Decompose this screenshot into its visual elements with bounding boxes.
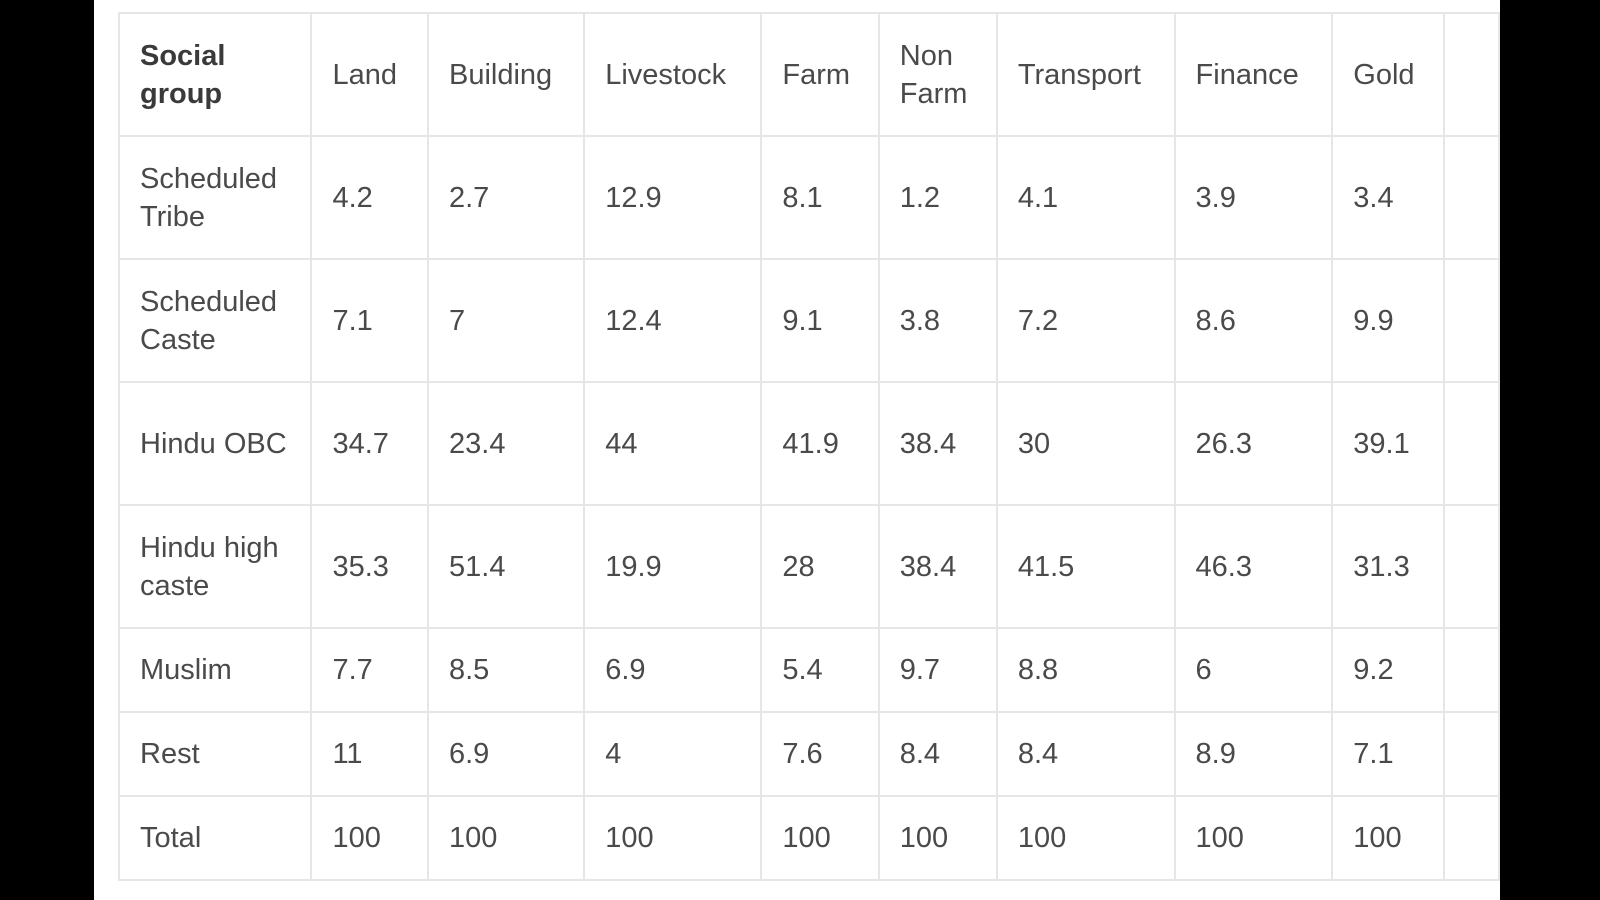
cut-off-cell — [1442, 381, 1500, 506]
value-cell: 3.8 — [877, 258, 998, 383]
value-cell: 1.2 — [877, 135, 998, 260]
social-group-cell: Rest — [117, 711, 313, 797]
value-cell: 4 — [583, 711, 763, 797]
column-header — [1442, 12, 1500, 137]
value-cell: 34.7 — [310, 381, 429, 506]
value-cell: 100 — [310, 795, 429, 881]
cut-off-cell — [1442, 135, 1500, 260]
value-cell: 9.1 — [760, 258, 880, 383]
value-cell: 100 — [1331, 795, 1445, 881]
value-cell: 51.4 — [426, 504, 586, 629]
column-header: Social group — [117, 12, 313, 137]
value-cell: 30 — [995, 381, 1176, 506]
table-row: Muslim 7.7 8.5 6.9 5.4 9.7 8.8 6 9.2 — [117, 627, 1500, 713]
value-cell: 6.9 — [426, 711, 586, 797]
value-cell: 2.7 — [426, 135, 586, 260]
value-cell: 9.7 — [877, 627, 998, 713]
value-cell: 5.4 — [760, 627, 880, 713]
value-cell: 9.9 — [1331, 258, 1445, 383]
value-cell: 9.2 — [1331, 627, 1445, 713]
value-cell: 28 — [760, 504, 880, 629]
value-cell: 23.4 — [426, 381, 586, 506]
value-cell: 7.6 — [760, 711, 880, 797]
column-header: Farm — [760, 12, 880, 137]
value-cell: 44 — [583, 381, 763, 506]
cut-off-cell — [1442, 711, 1500, 797]
value-cell: 100 — [995, 795, 1176, 881]
cut-off-cell — [1442, 504, 1500, 629]
table-row: Scheduled Caste 7.1 7 12.4 9.1 3.8 7.2 8.6 9.9 — [117, 258, 1500, 383]
value-cell: 19.9 — [583, 504, 763, 629]
value-cell: 31.3 — [1331, 504, 1445, 629]
column-header: Livestock — [583, 12, 763, 137]
table-row: Rest 11 6.9 4 7.6 8.4 8.4 8.9 7.1 — [117, 711, 1500, 797]
table-row: Hindu high caste 35.3 51.4 19.9 28 38.4 41.5 46… — [117, 504, 1500, 629]
value-cell: 12.4 — [583, 258, 763, 383]
value-cell: 41.9 — [760, 381, 880, 506]
social-group-cell: Hindu high caste — [117, 504, 313, 629]
table-row: Total 100 100 100 100 100 100 100 100 — [117, 795, 1500, 881]
value-cell: 11 — [310, 711, 429, 797]
value-cell: 8.9 — [1173, 711, 1334, 797]
cut-off-cell — [1442, 795, 1500, 881]
column-header: Transport — [995, 12, 1176, 137]
column-header: Non Farm — [877, 12, 998, 137]
column-header: Land — [310, 12, 429, 137]
value-cell: 100 — [583, 795, 763, 881]
value-cell: 100 — [1173, 795, 1334, 881]
value-cell: 38.4 — [877, 504, 998, 629]
value-cell: 100 — [426, 795, 586, 881]
value-cell: 100 — [760, 795, 880, 881]
social-group-cell: Muslim — [117, 627, 313, 713]
social-group-cell: Hindu OBC — [117, 381, 313, 506]
value-cell: 4.1 — [995, 135, 1176, 260]
value-cell: 8.1 — [760, 135, 880, 260]
value-cell: 3.4 — [1331, 135, 1445, 260]
value-cell: 8.8 — [995, 627, 1176, 713]
value-cell: 100 — [877, 795, 998, 881]
value-cell: 4.2 — [310, 135, 429, 260]
value-cell: 35.3 — [310, 504, 429, 629]
social-group-asset-table: Social group Land Building Livestock Farm Non… — [117, 12, 1500, 881]
value-cell: 8.4 — [877, 711, 998, 797]
value-cell: 7.2 — [995, 258, 1176, 383]
value-cell: 12.9 — [583, 135, 763, 260]
value-cell: 26.3 — [1173, 381, 1334, 506]
value-cell: 3.9 — [1173, 135, 1334, 260]
value-cell: 38.4 — [877, 381, 998, 506]
value-cell: 7.7 — [310, 627, 429, 713]
column-header: Building — [426, 12, 586, 137]
social-group-cell: Total — [117, 795, 313, 881]
column-header: Finance — [1173, 12, 1334, 137]
column-header: Gold — [1331, 12, 1445, 137]
cut-off-cell — [1442, 627, 1500, 713]
value-cell: 39.1 — [1331, 381, 1445, 506]
social-group-cell: Scheduled Caste — [117, 258, 313, 383]
value-cell: 41.5 — [995, 504, 1176, 629]
page: Social group Land Building Livestock Farm Non… — [94, 0, 1500, 900]
value-cell: 8.4 — [995, 711, 1176, 797]
header-row: Social group Land Building Livestock Farm Non… — [117, 12, 1500, 137]
value-cell: 7 — [426, 258, 586, 383]
table-row: Hindu OBC 34.7 23.4 44 41.9 38.4 30 26.3 39.1 — [117, 381, 1500, 506]
social-group-cell: Scheduled Tribe — [117, 135, 313, 260]
value-cell: 6.9 — [583, 627, 763, 713]
cut-off-cell — [1442, 258, 1500, 383]
value-cell: 8.6 — [1173, 258, 1334, 383]
table-row: Scheduled Tribe 4.2 2.7 12.9 8.1 1.2 4.1 3.9 3.4 — [117, 135, 1500, 260]
value-cell: 7.1 — [310, 258, 429, 383]
value-cell: 6 — [1173, 627, 1334, 713]
value-cell: 46.3 — [1173, 504, 1334, 629]
value-cell: 7.1 — [1331, 711, 1445, 797]
value-cell: 8.5 — [426, 627, 586, 713]
